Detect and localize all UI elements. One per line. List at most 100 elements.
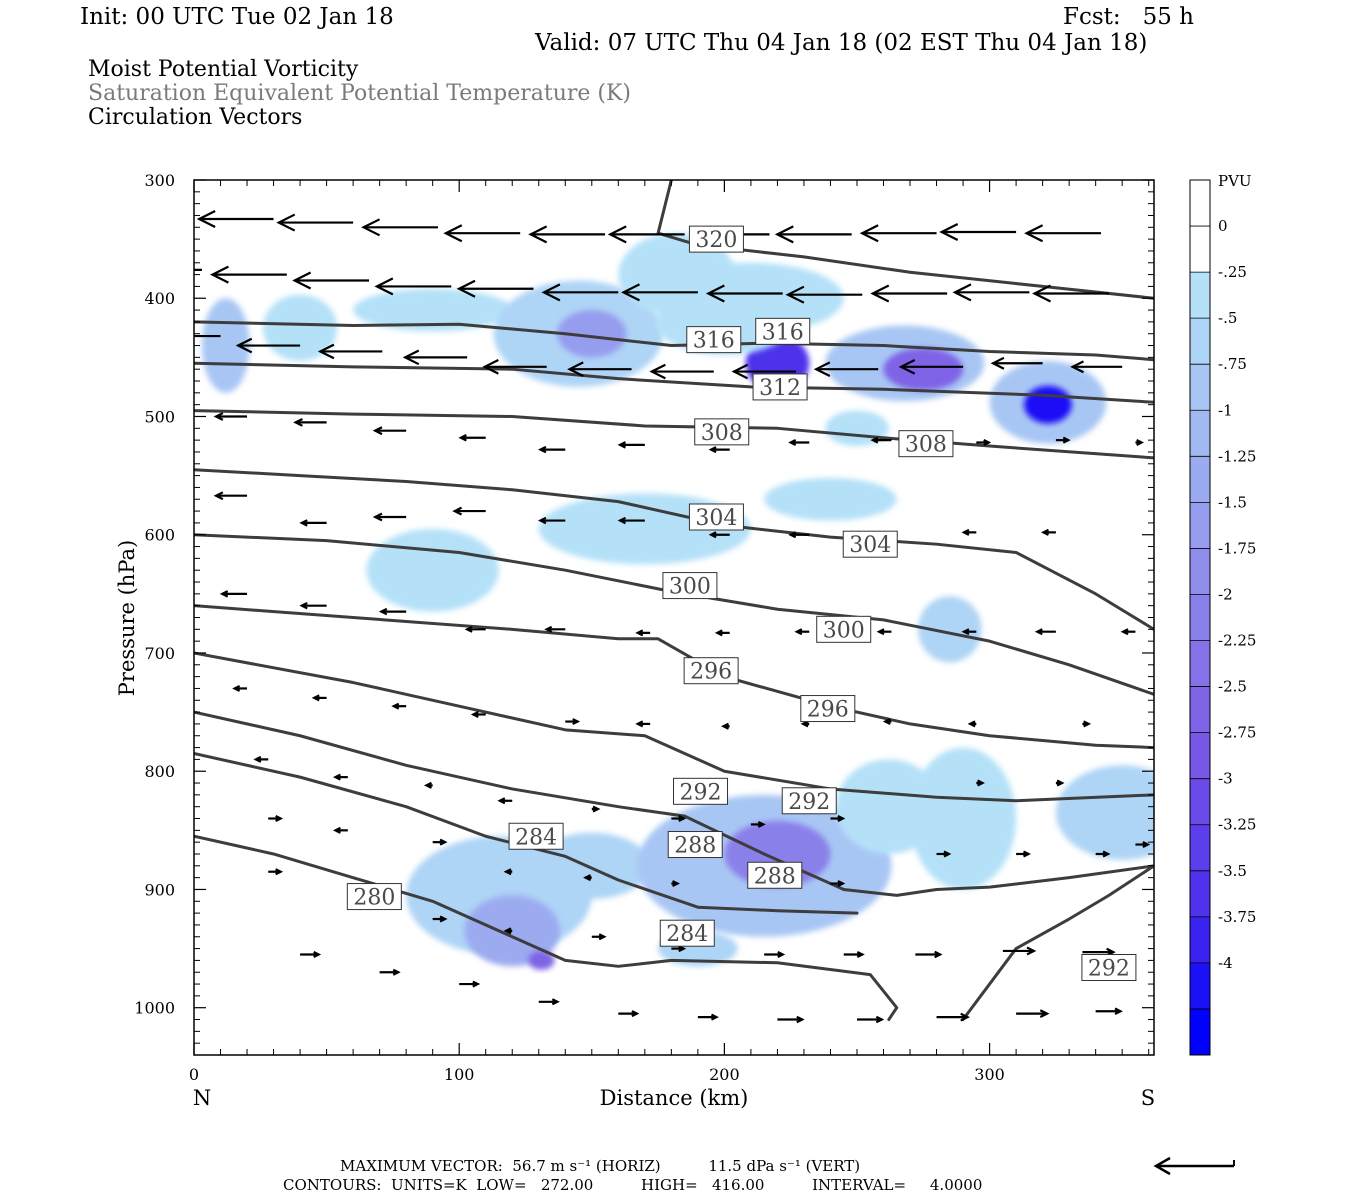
vector-arrow-19 xyxy=(705,284,783,303)
vector-arrow-5 xyxy=(528,225,606,244)
vector-arrow-80 xyxy=(967,720,977,728)
vector-arrow-32 xyxy=(813,361,879,377)
colorbar-tick-label: -2 xyxy=(1218,585,1233,603)
vector-arrow-69 xyxy=(1034,628,1056,636)
contour-label-284: 284 xyxy=(508,822,564,850)
vector-arrow-34 xyxy=(990,356,1043,370)
vector-arrow-93 xyxy=(583,874,592,882)
vector-arrow-72 xyxy=(311,694,327,702)
theta-contour-292 xyxy=(961,864,1154,1022)
y-tick-label: 400 xyxy=(144,289,175,308)
vector-arrow-97 xyxy=(268,868,284,876)
svg-text:300: 300 xyxy=(823,618,865,643)
vector-arrow-27 xyxy=(402,349,468,366)
vector-arrow-94 xyxy=(671,880,681,888)
colorbar-swatch xyxy=(1190,456,1210,503)
vector-arrow-121 xyxy=(936,850,952,858)
svg-text:304: 304 xyxy=(849,533,891,558)
vector-arrow-67 xyxy=(876,628,892,636)
svg-text:284: 284 xyxy=(666,922,708,947)
vector-arrow-39 xyxy=(458,434,486,442)
vector-arrow-92 xyxy=(503,868,513,876)
theta-contour-320 xyxy=(656,180,1154,300)
vector-arrow-11 xyxy=(1024,224,1101,243)
vector-arrow-18 xyxy=(621,283,698,302)
svg-text:296: 296 xyxy=(690,660,732,685)
svg-text:300: 300 xyxy=(669,575,711,600)
vector-arrow-26 xyxy=(317,343,383,360)
pv-region-16 xyxy=(366,528,499,612)
vector-arrow-63 xyxy=(544,625,566,633)
vector-arrow-10 xyxy=(939,223,1017,242)
vector-arrow-71 xyxy=(232,684,248,692)
contour-label-316: 316 xyxy=(755,317,811,345)
vector-arrow-112 xyxy=(618,1010,640,1018)
colorbar-tick-label: -2.5 xyxy=(1218,678,1247,696)
vector-arrow-125 xyxy=(1082,720,1092,728)
pv-region-4 xyxy=(557,310,627,358)
footer-max-vector: MAXIMUM VECTOR: 56.7 m s⁻¹ (HORIZ) 11.5 … xyxy=(340,1157,861,1175)
vector-arrow-81 xyxy=(253,755,269,763)
forecast-hour: Fcst: 55 h xyxy=(1063,4,1194,30)
vector-arrow-47 xyxy=(1135,439,1145,446)
vector-arrow-65 xyxy=(714,629,730,637)
x-tick-label: 200 xyxy=(709,1065,740,1084)
vector-arrow-25 xyxy=(235,337,301,354)
vector-arrow-75 xyxy=(565,718,581,726)
vector-arrow-61 xyxy=(378,607,407,616)
y-tick-label: 300 xyxy=(144,171,175,190)
pv-region-11 xyxy=(1024,385,1072,424)
vector-arrow-60 xyxy=(299,601,327,610)
colorbar-swatch xyxy=(1190,824,1210,872)
vector-arrow-14 xyxy=(292,271,370,290)
svg-text:304: 304 xyxy=(695,506,737,531)
vector-arrow-57 xyxy=(961,528,977,536)
colorbar-title: PVU xyxy=(1218,172,1252,190)
svg-text:316: 316 xyxy=(762,320,804,345)
vector-arrow-8 xyxy=(774,225,852,244)
vector-arrow-50 xyxy=(372,512,407,522)
vector-arrow-87 xyxy=(750,820,766,828)
colorbar-swatch xyxy=(1190,318,1210,365)
vector-arrow-88 xyxy=(830,815,846,822)
vector-arrow-53 xyxy=(617,516,645,525)
y-tick-label: 700 xyxy=(144,644,175,663)
pv-region-26 xyxy=(1055,765,1154,860)
contour-label-280: 280 xyxy=(346,883,402,911)
colorbar: PVU 0 -.25 -.5 -.75 -1 -1.25 -1.5 -1.75 -2 -2.25 -2… xyxy=(1189,172,1256,1056)
vector-arrow-59 xyxy=(219,590,248,598)
vector-arrow-42 xyxy=(708,446,730,454)
vector-arrow-52 xyxy=(538,516,566,525)
contour-label-316: 316 xyxy=(686,326,742,354)
vector-arrow-89 xyxy=(268,815,284,822)
vector-arrow-119 xyxy=(976,779,985,787)
svg-text:308: 308 xyxy=(701,421,743,446)
vector-arrow-101 xyxy=(591,933,607,941)
vector-arrow-120 xyxy=(1055,779,1065,787)
colorbar-swatch xyxy=(1190,1008,1210,1056)
vector-arrow-102 xyxy=(671,945,687,953)
vector-arrow-12 xyxy=(194,268,202,271)
contour-label-304: 304 xyxy=(688,503,744,531)
footer-contours: CONTOURS: UNITS=K LOW= 272.00 HIGH= 416.… xyxy=(283,1176,983,1194)
svg-text:284: 284 xyxy=(515,825,557,850)
vector-arrow-90 xyxy=(332,826,348,834)
vector-arrow-21 xyxy=(870,284,948,303)
y-tick-label: 1000 xyxy=(134,999,175,1018)
init-time: Init: 00 UTC Tue 02 Jan 18 xyxy=(80,4,394,30)
svg-text:280: 280 xyxy=(353,886,395,911)
colorbar-tick-label: -.25 xyxy=(1218,263,1247,281)
colorbar-swatch xyxy=(1190,226,1210,273)
colorbar-swatch xyxy=(1190,180,1210,227)
pv-region-2 xyxy=(353,288,513,332)
x-end-label-south: S xyxy=(1141,1086,1155,1110)
vector-arrow-40 xyxy=(538,445,566,454)
vector-arrow-13 xyxy=(209,265,287,284)
y-axis-title: Pressure (hPa) xyxy=(115,540,139,696)
vector-arrow-22 xyxy=(952,283,1030,302)
vector-arrow-115 xyxy=(856,1015,885,1024)
vector-arrow-37 xyxy=(293,418,327,427)
pv-region-14 xyxy=(764,477,897,521)
x-tick-label: 0 xyxy=(189,1065,199,1084)
colorbar-tick-label: -4 xyxy=(1218,954,1233,972)
